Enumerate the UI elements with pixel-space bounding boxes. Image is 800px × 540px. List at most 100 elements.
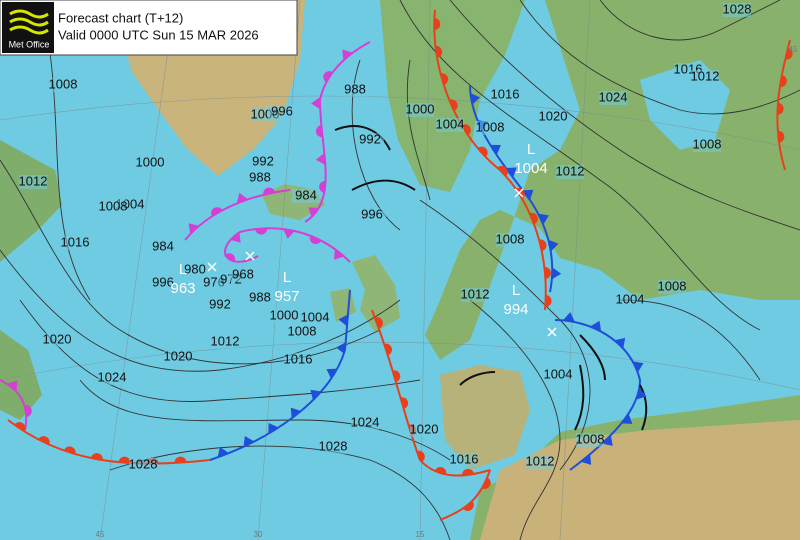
front-symbol — [315, 125, 323, 138]
isobar-label-bg — [693, 138, 721, 152]
front-symbol — [449, 99, 458, 112]
isobar-label: 1012 — [461, 286, 490, 301]
isobar-label-bg — [723, 3, 751, 17]
isobar-label: 1012 — [211, 333, 240, 348]
isobar-label: 996 — [152, 274, 174, 289]
isobar-label: 1004 — [301, 309, 330, 324]
isobar-label: 1016 — [491, 86, 520, 101]
isobar-label-bg — [99, 200, 127, 214]
front-symbol — [323, 71, 333, 83]
isobar-label: 992 — [359, 131, 381, 146]
isobar-label: 1000 — [136, 154, 165, 169]
isobar-label: 1012 — [691, 68, 720, 83]
isobar-label-bg — [301, 311, 329, 325]
front-symbol — [333, 248, 345, 260]
front-symbol — [551, 267, 562, 280]
graticule-label: 15 — [416, 530, 425, 539]
header-title: Forecast chart (T+12) — [58, 10, 183, 25]
isobar-label: 1024 — [98, 369, 127, 384]
isobar-label: 996 — [361, 206, 383, 221]
front-symbol — [90, 453, 103, 461]
isobar-label: 1028 — [723, 1, 752, 16]
front-symbol — [336, 342, 346, 355]
isobar-label: 984 — [295, 187, 317, 202]
centre-symbol: L — [283, 269, 291, 286]
header: Met Office Forecast chart (T+12) Valid 0… — [0, 0, 298, 56]
isobar-label: 1008 — [693, 136, 722, 151]
isobar-label-bg — [136, 156, 164, 170]
isobar-label: 1012 — [526, 453, 555, 468]
front-symbol — [636, 388, 647, 400]
front-symbol — [283, 228, 295, 239]
isobar-label: 1000 — [270, 307, 299, 322]
isobar-label: 1028 — [319, 438, 348, 453]
front-symbol — [38, 436, 50, 445]
isobar-label-bg — [129, 458, 157, 472]
isobar-label-bg — [288, 325, 316, 339]
isobar-label-bg — [599, 91, 627, 105]
front-symbol — [315, 152, 326, 165]
front-symbol — [435, 45, 443, 58]
front-symbol — [470, 93, 481, 105]
front-symbol — [440, 73, 449, 85]
front-symbol — [255, 228, 268, 235]
isobar-label-bg — [149, 276, 177, 290]
front-symbol — [614, 337, 626, 349]
isobar-label-bg — [436, 118, 464, 132]
isobar-label: 1016 — [61, 234, 90, 249]
front-symbol — [632, 361, 644, 373]
isobar-label-bg — [406, 103, 434, 117]
isobar-label-bg — [229, 268, 257, 282]
isobar-label: 1004 — [616, 291, 645, 306]
isobar-label: 1020 — [410, 421, 439, 436]
isobar-label: 1016 — [450, 451, 479, 466]
front-symbol — [24, 405, 32, 417]
front-symbol — [118, 456, 131, 464]
isobar-label-bg — [539, 110, 567, 124]
centre-value: 1004 — [514, 160, 547, 177]
isobar-label-bg — [284, 353, 312, 367]
isobar-label-bg — [49, 78, 77, 92]
front-symbol — [290, 407, 302, 419]
front-symbol — [268, 423, 279, 434]
front-symbol — [779, 75, 787, 87]
front-symbol — [538, 213, 549, 225]
graticule-label: 45 — [96, 530, 105, 539]
occl-front — [0, 379, 28, 431]
isobar-label: 1020 — [539, 108, 568, 123]
isobar-label-bg — [526, 455, 554, 469]
front-symbol — [342, 49, 353, 61]
isobar-label-bg — [341, 83, 369, 97]
isobar-label: 1008 — [658, 278, 687, 293]
front-symbol — [224, 253, 236, 263]
isobar-label-bg — [98, 371, 126, 385]
isobar-label: 1004 — [436, 116, 465, 131]
isobar-label: 988 — [344, 81, 366, 96]
centre-symbol: L — [179, 261, 187, 278]
front-symbol — [384, 343, 392, 356]
logo-text: Met Office — [9, 39, 50, 49]
centre-value: 963 — [170, 280, 195, 297]
centre-cross — [514, 188, 524, 198]
isobar-label-bg — [61, 236, 89, 250]
isobar-label-bg — [691, 70, 719, 84]
isobar-label: 988 — [249, 289, 271, 304]
isobar-label-bg — [270, 309, 298, 323]
isobar-label-bg — [616, 293, 644, 307]
isobar-label: 1024 — [351, 414, 380, 429]
front-symbol — [217, 446, 229, 458]
front-symbol — [463, 501, 474, 511]
front-symbol — [308, 207, 320, 218]
front-symbol — [545, 294, 552, 307]
front-symbol — [263, 187, 276, 195]
front-symbol — [188, 223, 200, 234]
isobar-label: 1008 — [476, 119, 505, 134]
occl-front — [304, 41, 371, 223]
front-symbol — [416, 450, 425, 463]
isobar-label: 1004 — [544, 366, 573, 381]
warm-front — [439, 469, 491, 521]
isobar-label-bg — [356, 133, 384, 147]
front-symbol — [602, 435, 613, 446]
graticule-label: 30 — [254, 530, 263, 539]
